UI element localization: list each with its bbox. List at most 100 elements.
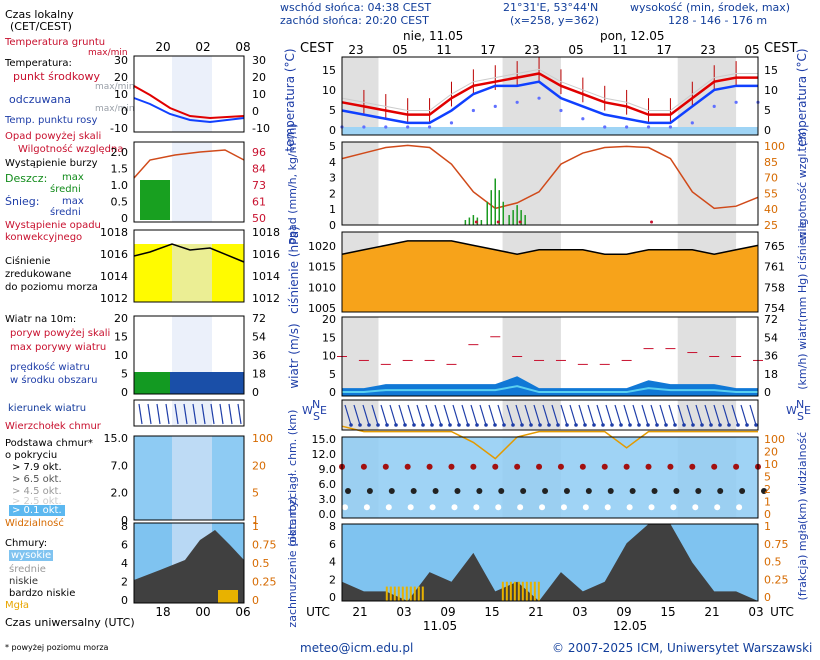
panel-border-press [341,231,759,313]
legend-conv-precip-1: Wystąpienie opadu [5,220,101,231]
mini-cloud-tick: 2.0 [111,487,129,500]
cloud-base-dot [363,504,370,511]
legend-rain-mean: średni [50,184,81,195]
wind-arrow-head [367,423,371,427]
mini-fog-tick: 1 [252,520,259,533]
mini-wind-kmh-tick: 72 [252,312,266,325]
day1-label: nie, 11.05 [403,29,464,43]
mini-temp-tick-r: -10 [252,122,270,135]
mini-bottom-tick: 18 [155,605,170,619]
panel-border-precip [341,141,759,226]
cloud-base-dot [407,504,414,511]
cloud-base-dot [454,488,461,494]
wind-tick: 5 [329,368,336,381]
dew-point-dot [362,125,366,129]
wind-arrow-head [448,423,452,427]
cloud-top-dot [733,463,740,470]
cloud-base-dot [648,504,655,511]
cloud-base-dot [539,504,546,511]
cloud-base-dot [451,504,458,511]
wind-kmh-tick: 18 [764,368,778,381]
precip-tick: 2 [329,187,336,200]
dew-point-dot [559,108,563,113]
cloud-top-dot [579,463,586,470]
axis-title-temp-r: temperatura (°C) [795,48,809,151]
cloud-base-dot [517,504,524,511]
visibility-line [341,425,758,460]
compass-w-r: W [786,404,797,417]
elevation-title: wysokość (min, środek, max) [630,1,791,14]
cloud-base-dot [385,504,392,511]
legend-cloud-base-2: o pokryciu [5,450,58,461]
top-tick: 17 [656,43,671,57]
cover-tick: 8 [329,520,336,533]
legend-snow-mean: średni [50,207,81,218]
soil-temp-line [341,68,758,112]
legend-pressure-3: do poziomu morza [5,282,98,293]
cloud-base-dot [717,488,724,494]
mini-cloud-tick: 7.0 [111,459,129,472]
cloud-base-dot [476,488,483,494]
mini-hum-tick: 73 [252,179,266,192]
hum-tick: 85 [764,156,778,169]
mini-precip-border [133,141,245,223]
fog-bar [509,581,512,601]
temp-tick-left: 5 [329,104,336,117]
day2-label: pon, 12.05 [600,29,665,43]
axis-title-fog: (frakcja) mgła [796,524,809,601]
vis-tick: 2 [764,483,771,496]
wind-arrow [398,404,406,426]
legend-soil-temp: Temperatura gruntu [5,37,106,48]
wind-arrow-head [394,423,398,427]
night-band [677,317,737,396]
wind-arrow-head [592,423,596,427]
cloud-base-dot [563,488,570,494]
wind-arrow [632,404,640,426]
axis-title-temp: temperatura (°C) [283,48,297,151]
mini-vis-tick: 5 [252,487,259,500]
mini-cloud-tick: 0 [121,514,128,527]
wind-arrow [506,404,514,426]
mini-press-top [134,230,244,244]
cloud-top-dot [557,463,564,470]
mini-wind-arrow [237,403,242,425]
footnote: * powyżej poziomu morza [5,643,109,652]
fog-tick: 1 [764,520,771,533]
mini-cover-area [134,530,244,603]
wind-arrow-head [529,423,533,427]
wind-kmh-tick: 54 [764,331,778,344]
mini-fog-tick: 0.75 [252,539,277,552]
mini-press-line [133,243,245,263]
fog-bar [517,581,520,601]
legend-gust-max: max porywy wiatru [10,342,107,353]
mini-fog-tick: 0 [252,594,259,607]
mini-temp-tick: 0 [121,105,128,118]
legend-temperature: Temperatura: [5,58,72,69]
wind-arrow-head [718,423,722,427]
legend-cloud-top: Wierzchołek chmur [5,421,101,432]
temp-line [341,72,758,116]
cloud-base-dot [607,488,614,494]
elevation-values: 128 - 146 - 176 m [668,14,768,27]
cover-tick: 6 [329,538,336,551]
wind-arrow [353,404,361,426]
mini-wind-kmh-tick: 18 [252,368,266,381]
dew-point-dot [471,108,475,113]
cest-left: CEST [300,41,334,56]
axis-title-press-hg: (mm Hg) ciśnienie [796,221,809,322]
precip-tick: 4 [329,156,336,169]
legend-cloud-base-1: Podstawa chmur* [5,438,93,449]
legend-perceived-maxmin: max/min [95,104,135,114]
top-tick: 05 [392,43,407,57]
precip-tick: 3 [329,172,336,185]
fog-bar [413,586,416,601]
wind-arrow-head [520,423,524,427]
wind-arrow [407,404,415,426]
cloud-base-dot [673,488,680,494]
mini-press-tick: 1018 [100,226,128,239]
wind-arrow-head [601,423,605,427]
footer-email[interactable]: meteo@icm.edu.pl [300,641,414,655]
night-band [342,142,379,225]
wind-arrow-head [736,423,740,427]
legend-cov1: > 7.9 okt. [12,462,62,473]
